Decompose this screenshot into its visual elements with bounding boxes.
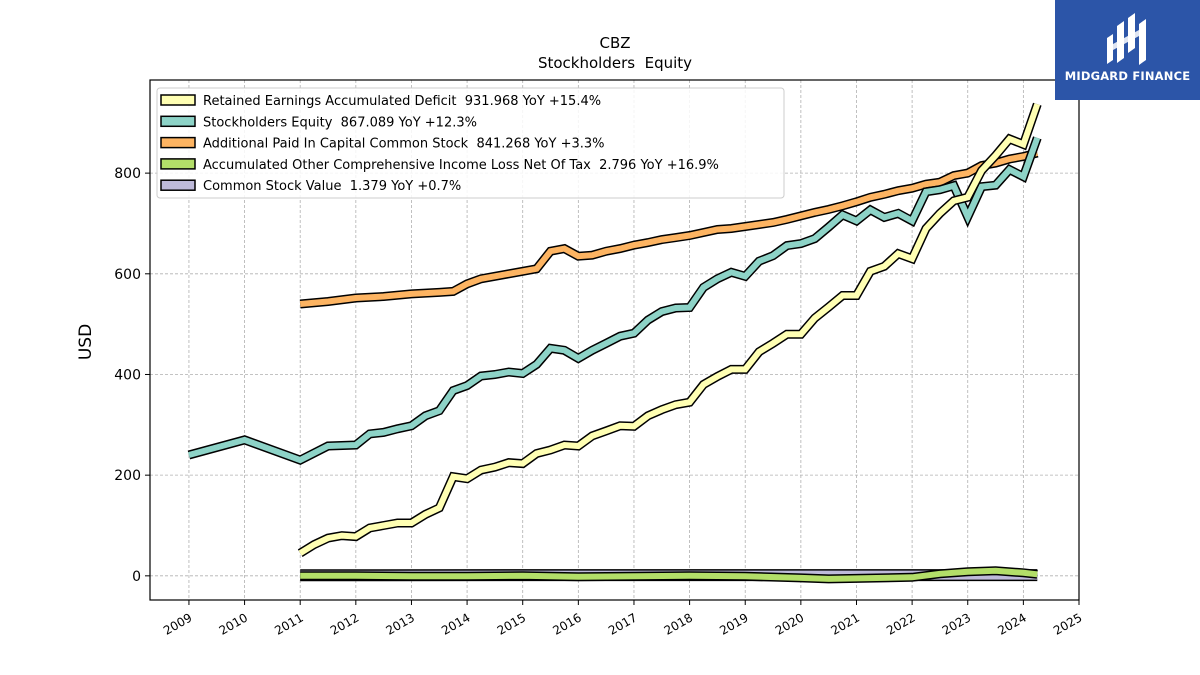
y-tick-label: 800 xyxy=(114,166,141,182)
legend-entry: Common Stock Value 1.379 YoY +0.7% xyxy=(203,179,461,194)
x-tick-label: 2016 xyxy=(550,610,583,637)
x-tick-label: 2025 xyxy=(1051,610,1084,637)
brand-logo: MIDGARD FINANCE xyxy=(1055,0,1200,100)
series-line xyxy=(298,103,1041,556)
x-tick-label: 2022 xyxy=(884,610,917,637)
x-tick-label: 2010 xyxy=(217,610,250,637)
x-tick-label: 2019 xyxy=(717,610,750,637)
legend-swatch xyxy=(160,136,196,149)
x-tick-label: 2018 xyxy=(662,610,695,637)
legend: Retained Earnings Accumulated Deficit 93… xyxy=(156,87,785,199)
x-tick-label: 2020 xyxy=(773,610,806,637)
legend-entry: Accumulated Other Comprehensive Income L… xyxy=(203,158,719,173)
series-line xyxy=(300,567,1038,582)
y-tick-label: 0 xyxy=(132,569,141,585)
x-tick-label: 2023 xyxy=(940,610,973,637)
legend-swatch xyxy=(160,179,196,191)
logo-text: MIDGARD FINANCE xyxy=(1064,69,1191,83)
legend-swatch xyxy=(160,115,196,128)
legend-entry: Retained Earnings Accumulated Deficit 93… xyxy=(203,94,601,109)
series-line xyxy=(299,150,1039,307)
legend-entry: Stockholders Equity 867.089 YoY +12.3% xyxy=(203,115,477,130)
x-tick-label: 2012 xyxy=(328,610,361,637)
x-tick-label: 2013 xyxy=(384,610,417,637)
x-tick-label: 2017 xyxy=(606,610,639,637)
series-line xyxy=(188,136,1041,464)
legend-entry: Additional Paid In Capital Common Stock … xyxy=(203,137,605,152)
x-tick-label: 2011 xyxy=(272,610,305,637)
plot-series xyxy=(187,102,1042,584)
y-axis-label: USD xyxy=(76,324,96,360)
legend-swatch xyxy=(160,158,196,170)
y-tick-label: 400 xyxy=(114,367,141,383)
legend-box xyxy=(156,87,785,199)
axis-ticks: 2009 2010 2011 2012 2013 2014 2015 2016 2017 2018… xyxy=(114,166,1084,638)
x-tick-label: 2014 xyxy=(439,610,472,637)
x-tick-label: 2024 xyxy=(995,610,1028,637)
legend-swatch xyxy=(160,94,196,106)
x-tick-label: 2009 xyxy=(161,610,194,637)
y-tick-label: 600 xyxy=(114,267,141,283)
logo-mark-icon xyxy=(1107,13,1146,65)
y-tick-label: 200 xyxy=(114,468,141,484)
chart-subtitle: Stockholders Equity xyxy=(538,54,692,72)
x-tick-label: 2021 xyxy=(829,610,862,637)
x-tick-label: 2015 xyxy=(495,610,528,637)
plot-frame xyxy=(149,79,1080,601)
chart-title: CBZ xyxy=(599,34,630,52)
